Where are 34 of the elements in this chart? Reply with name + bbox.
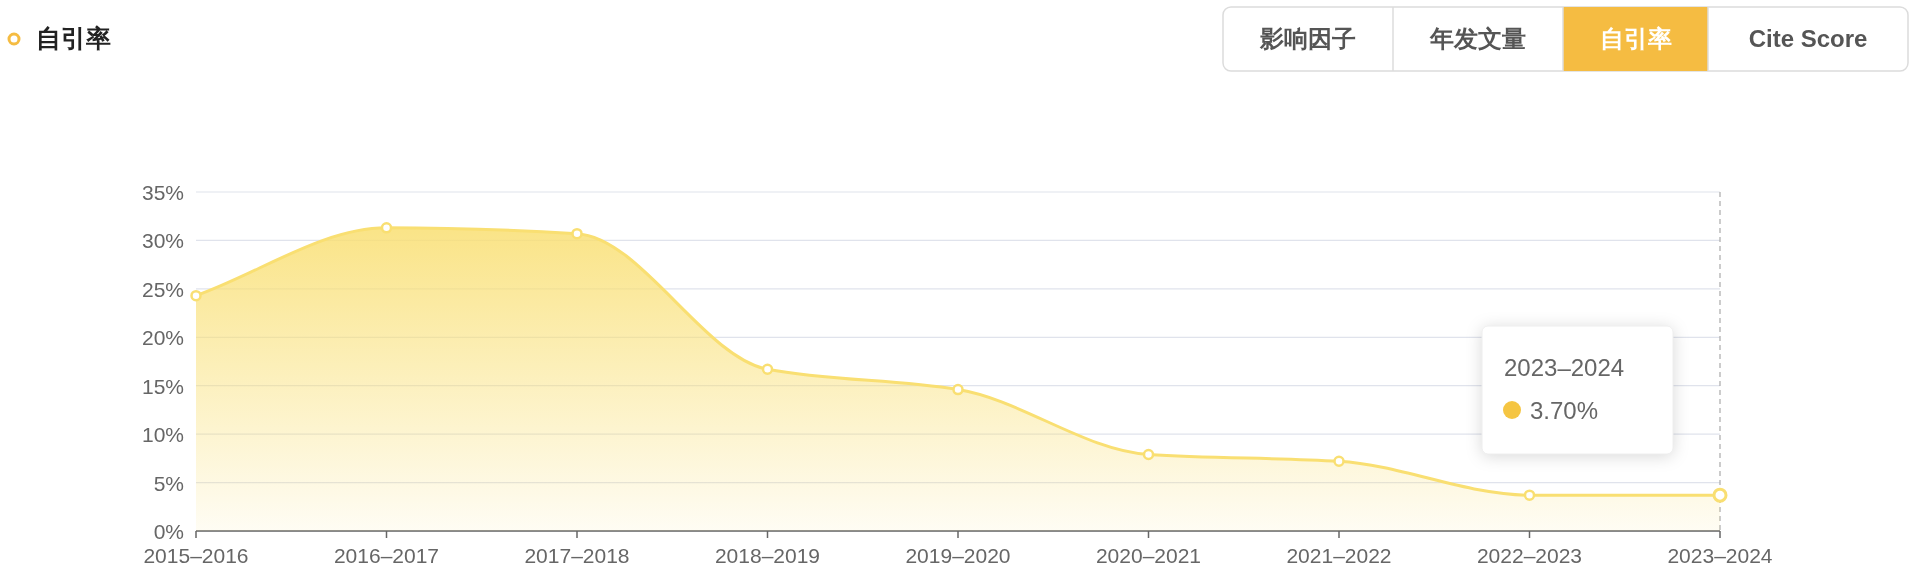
text: 年发文量 — [1429, 25, 1526, 52]
tooltip: 2023–2024 3.70% — [1481, 325, 1674, 455]
point — [1333, 455, 1345, 468]
x-tick-label: 2015–2016 — [143, 544, 249, 567]
point — [380, 222, 393, 234]
point — [1142, 448, 1155, 461]
text: Cite Score — [1748, 25, 1868, 52]
y-tick-label: 15% — [141, 374, 184, 398]
point — [952, 383, 964, 396]
text: 影响因子 — [1259, 25, 1356, 52]
point — [1523, 489, 1536, 501]
title: 自引率 — [7, 24, 111, 52]
x-tick-label: 2018–2019 — [714, 544, 821, 567]
y-tick-label: 20% — [141, 326, 184, 350]
point — [571, 227, 583, 240]
y-tick-label: 25% — [141, 277, 184, 301]
x-tick-label: 2022–2023 — [1476, 544, 1583, 567]
point — [190, 289, 202, 302]
chart-title: 自引率 — [36, 24, 111, 52]
y-tick-label: 0% — [153, 520, 184, 543]
annotation: 2023–2024 — [1504, 354, 1625, 381]
x-tick-label: 2021–2022 — [1286, 544, 1392, 567]
x-tick-label: 2020–2021 — [1095, 544, 1202, 567]
x-tick-label: 2017–2018 — [524, 544, 630, 567]
annotation: 3.70% — [1530, 397, 1599, 424]
x-tick-label: 2016–2017 — [333, 544, 440, 567]
y-tick-label: 10% — [141, 423, 184, 447]
x-tick-label: 2019–2020 — [905, 544, 1011, 567]
point — [761, 363, 774, 375]
y-tick-label: 5% — [153, 471, 184, 495]
y-tick-label: 35% — [141, 181, 184, 204]
y-tick-label: 30% — [141, 229, 184, 253]
text: 自引率 — [1599, 25, 1672, 52]
x-tick-label: 2023–2024 — [1667, 544, 1773, 567]
